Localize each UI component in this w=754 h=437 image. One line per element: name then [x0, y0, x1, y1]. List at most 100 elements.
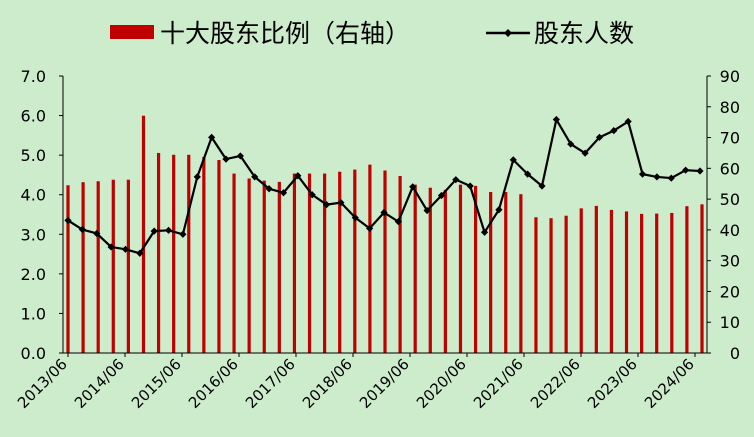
right-tick-label-8: 80 — [720, 98, 740, 117]
legend-label-bar: 十大股东比例（右轴） — [160, 19, 410, 48]
right-tick-label-3: 30 — [720, 252, 740, 271]
line-point-31 — [509, 156, 517, 164]
bar-5 — [141, 115, 146, 353]
line-point-2 — [93, 229, 101, 238]
bar-18 — [338, 171, 342, 353]
bar-22 — [398, 176, 402, 353]
line-point-15 — [279, 189, 288, 197]
line-point-44 — [696, 167, 704, 175]
bar-17 — [323, 173, 327, 353]
line-point-6 — [150, 227, 158, 235]
line-point-8 — [179, 230, 187, 238]
bar-25 — [443, 189, 447, 353]
line-point-10 — [208, 133, 216, 141]
bar-26 — [458, 184, 463, 353]
bar-34 — [579, 208, 583, 353]
bar-16 — [307, 173, 312, 353]
line-point-23 — [394, 218, 402, 226]
bar-6 — [156, 152, 161, 353]
left-tick-label-6: 6.0 — [21, 107, 46, 126]
line-point-26 — [437, 191, 446, 200]
line-point-7 — [164, 226, 173, 234]
bar-21 — [383, 170, 387, 353]
legend-line-marker — [504, 29, 512, 37]
line-point-17 — [308, 191, 316, 199]
line-point-1 — [78, 225, 86, 234]
line-point-35 — [567, 140, 575, 148]
bar-12 — [247, 178, 251, 353]
line-point-21 — [366, 224, 374, 232]
bar-38 — [640, 213, 644, 353]
line-point-32 — [524, 170, 532, 178]
bar-33 — [564, 215, 568, 353]
bar-37 — [624, 211, 629, 353]
line-point-19 — [337, 199, 345, 207]
left-tick-label-7: 7.0 — [21, 67, 46, 86]
right-tick-label-2: 20 — [720, 282, 740, 301]
left-tick-label-5: 5.0 — [21, 146, 46, 165]
bar-19 — [353, 169, 357, 353]
bar-3 — [111, 179, 115, 353]
line-point-18 — [322, 201, 331, 209]
bar-29 — [504, 192, 508, 353]
bar-23 — [413, 184, 417, 353]
bar-30 — [519, 194, 523, 353]
bar-14 — [277, 181, 281, 353]
bar-8 — [187, 154, 191, 353]
line-point-24 — [409, 183, 417, 191]
bar-20 — [368, 164, 372, 353]
line-point-34 — [552, 115, 560, 124]
bar-28 — [489, 192, 493, 353]
line-point-3 — [107, 243, 115, 251]
bar-42 — [700, 204, 704, 353]
line-point-43 — [682, 166, 690, 174]
line-point-27 — [452, 176, 460, 184]
right-tick-label-7: 70 — [720, 129, 740, 148]
bar-39 — [655, 213, 659, 353]
right-tick-label-9: 90 — [720, 67, 740, 86]
bar-9 — [202, 156, 206, 353]
line-point-38 — [610, 127, 618, 135]
line-point-42 — [667, 174, 675, 182]
left-tick-label-4: 4.0 — [21, 186, 46, 205]
line-point-22 — [380, 208, 388, 217]
line-point-20 — [351, 214, 359, 222]
line-point-9 — [193, 173, 201, 181]
bar-1 — [81, 182, 85, 353]
line-point-41 — [653, 173, 661, 181]
legend-label-line: 股东人数 — [534, 19, 634, 48]
line-point-13 — [251, 173, 259, 181]
line-point-33 — [538, 182, 546, 190]
right-tick-label-0: 0 — [730, 344, 740, 363]
right-tick-label-5: 50 — [720, 190, 740, 209]
bar-15 — [292, 173, 297, 353]
line-point-16 — [294, 172, 302, 180]
legend-bar-swatch — [110, 25, 154, 39]
bar-2 — [96, 181, 100, 353]
bar-36 — [609, 209, 614, 353]
left-tick-label-2: 2.0 — [21, 265, 46, 284]
bar-10 — [217, 160, 221, 353]
line-point-14 — [265, 185, 273, 193]
bar-32 — [549, 218, 553, 353]
line-point-37 — [595, 133, 604, 141]
line-point-12 — [236, 152, 244, 160]
line-point-40 — [638, 170, 647, 178]
right-tick-label-4: 40 — [720, 221, 740, 240]
line-point-30 — [495, 206, 503, 214]
line-point-11 — [222, 155, 230, 163]
bar-13 — [262, 180, 266, 353]
line-point-28 — [466, 182, 474, 190]
bar-31 — [534, 217, 538, 353]
line-point-29 — [480, 228, 489, 236]
right-tick-label-1: 10 — [720, 313, 740, 332]
bar-41 — [685, 206, 689, 353]
line-point-4 — [121, 245, 130, 253]
left-tick-label-0: 0.0 — [21, 344, 46, 363]
line-point-36 — [581, 149, 589, 157]
line-point-25 — [423, 206, 431, 215]
line-point-5 — [136, 249, 144, 257]
